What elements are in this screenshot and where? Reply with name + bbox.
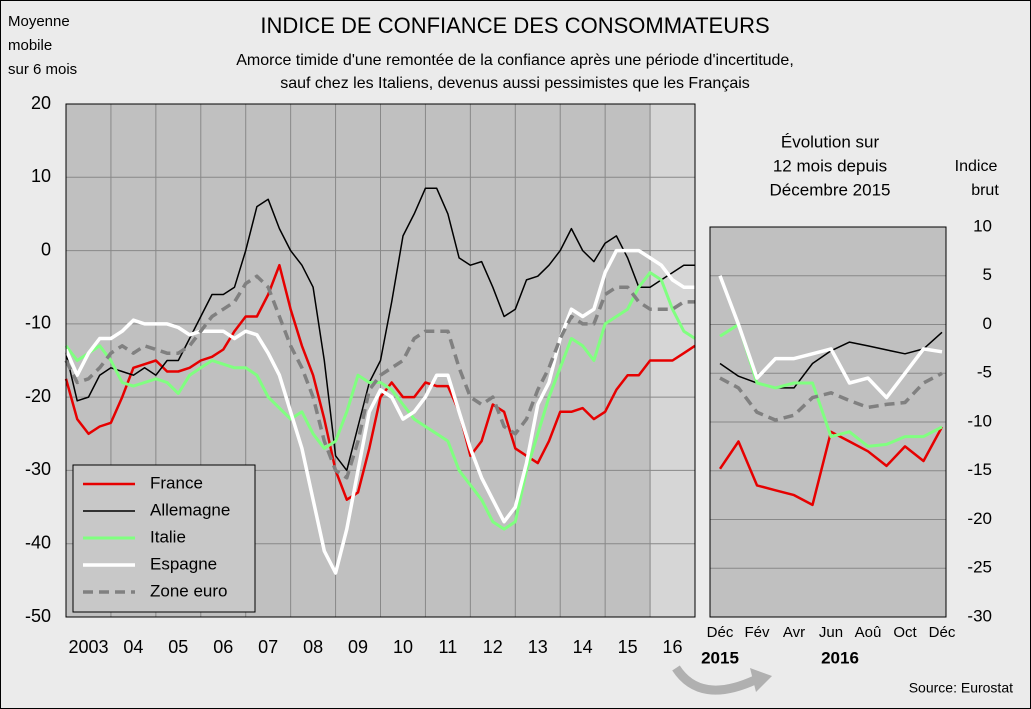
year-label: 2015	[701, 648, 739, 667]
x-tick-label: 2003	[68, 637, 108, 657]
inset-title: 12 mois depuis	[773, 156, 887, 175]
y-tick-label: -30	[967, 606, 992, 625]
y-tick-label: -10	[967, 411, 992, 430]
year-label: 2016	[821, 648, 859, 667]
line-series	[65, 187, 695, 472]
y-tick-label: -30	[25, 459, 51, 479]
x-tick-label: 10	[393, 637, 413, 657]
y-axis-label: mobile	[8, 37, 52, 54]
x-tick-label: Avr	[783, 624, 805, 641]
x-tick-label: 15	[618, 637, 638, 657]
x-tick-label: Fév	[744, 624, 770, 641]
y-tick-label: -5	[977, 363, 992, 382]
y-tick-label: -15	[967, 460, 992, 479]
y-tick-label: 10	[31, 166, 51, 186]
x-tick-label: 13	[528, 637, 548, 657]
y-tick-label: -40	[25, 532, 51, 552]
y-tick-label: 20	[31, 93, 51, 113]
arrow-head	[750, 668, 772, 692]
y-axis-label: Moyenne	[8, 13, 70, 30]
y-tick-label: 5	[983, 265, 992, 284]
x-tick-label: 11	[439, 637, 458, 657]
source: Source: Eurostat	[909, 680, 1013, 696]
y-tick-label: -50	[25, 606, 51, 626]
y-axis-label: Indice	[955, 158, 998, 175]
y-axis-label: brut	[971, 182, 999, 199]
inset-title: Évolution sur	[781, 132, 880, 151]
subtitle: sauf chez les Italiens, devenus aussi pe…	[280, 75, 750, 92]
line-series	[719, 371, 943, 422]
y-tick-label: -20	[967, 509, 992, 528]
x-tick-label: 09	[348, 637, 368, 657]
y-tick-label: -20	[25, 386, 51, 406]
y-tick-label: 10	[973, 216, 992, 235]
x-tick-label: Jun	[819, 624, 843, 641]
subtitle: Amorce timide d'une remontée de la confi…	[236, 52, 794, 69]
chart-title: INDICE DE CONFIANCE DES CONSOMMATEURS	[260, 13, 769, 38]
legend-label: Espagne	[150, 554, 217, 573]
y-tick-label: 0	[983, 314, 992, 333]
y-tick-label: 0	[41, 239, 51, 259]
line-series	[64, 274, 695, 480]
x-tick-label: Oct	[893, 624, 917, 641]
line-series	[718, 275, 943, 400]
line-series	[718, 426, 944, 507]
x-tick-label: 04	[123, 637, 143, 657]
x-tick-label: 05	[168, 637, 188, 657]
plot-frame	[65, 103, 696, 618]
legend-label: France	[150, 473, 203, 492]
x-tick-label: Aoû	[855, 624, 882, 641]
legend-label: Zone euro	[150, 581, 228, 600]
x-tick-label: 07	[258, 637, 278, 657]
legend-label: Allemagne	[150, 500, 230, 519]
legend-label: Italie	[150, 527, 186, 546]
x-tick-label: 08	[303, 637, 323, 657]
plot-frame	[709, 226, 947, 618]
y-axis-label: sur 6 mois	[8, 61, 77, 78]
arrow	[672, 665, 757, 695]
line-series	[64, 248, 695, 575]
line-series	[64, 263, 696, 501]
x-tick-label: Déc	[929, 624, 956, 641]
y-tick-label: -10	[25, 313, 51, 333]
inset-title: Décembre 2015	[770, 180, 891, 199]
x-tick-label: 16	[663, 637, 683, 657]
x-tick-label: 06	[213, 637, 233, 657]
x-tick-label: 14	[573, 637, 593, 657]
line-series	[64, 271, 696, 531]
x-tick-label: Déc	[707, 624, 734, 641]
line-series	[719, 323, 943, 448]
x-tick-label: 12	[483, 637, 503, 657]
y-tick-label: -25	[967, 558, 992, 577]
